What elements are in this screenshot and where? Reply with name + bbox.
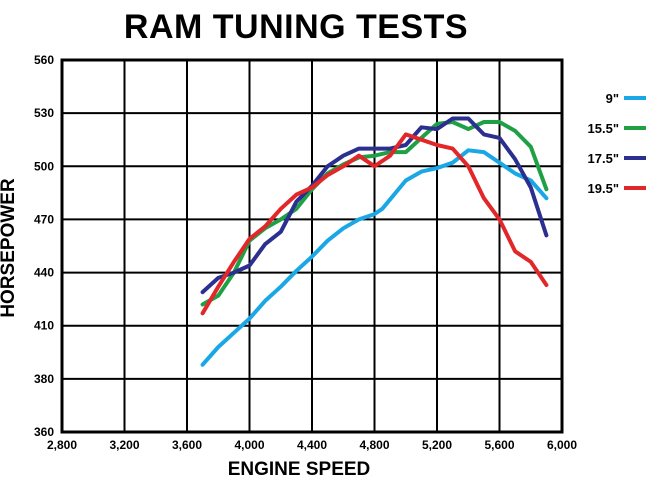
y-axis-ticks: 360 380 410 440 470 500 530 560 [34,53,54,439]
grid [62,60,562,432]
y-axis-title: HORSEPOWER [0,178,19,318]
legend-label: 15.5" [588,121,619,136]
x-axis-ticks: 2,800 3,200 3,600 4,000 4,400 4,800 5,200 5,600… [47,438,577,452]
y-tick-label: 470 [34,212,54,226]
x-tick-label: 4,000 [234,438,264,452]
y-tick-label: 360 [34,425,54,439]
x-tick-label: 5,600 [484,438,514,452]
x-tick-label: 5,200 [422,438,452,452]
x-tick-label: 6,000 [547,438,577,452]
y-tick-label: 380 [34,372,54,386]
x-tick-label: 4,800 [359,438,389,452]
x-tick-label: 3,600 [172,438,202,452]
legend: 9" 15.5" 17.5" 19.5" [588,91,646,196]
series-line [200,148,549,367]
legend-label: 17.5" [588,151,619,166]
series-lines [200,116,549,367]
y-tick-label: 530 [34,106,54,120]
legend-label: 19.5" [588,181,619,196]
y-tick-label: 560 [34,53,54,67]
series-line [200,116,549,295]
chart-title: RAM TUNING TESTS [124,8,468,46]
x-axis-title: ENGINE SPEED [228,459,371,480]
series-line [200,132,549,316]
legend-label: 9" [606,91,619,106]
x-tick-label: 4,400 [297,438,327,452]
x-tick-label: 2,800 [47,438,77,452]
x-tick-label: 3,200 [109,438,139,452]
y-tick-label: 440 [34,266,54,280]
y-tick-label: 500 [34,159,54,173]
y-tick-label: 410 [34,319,54,333]
